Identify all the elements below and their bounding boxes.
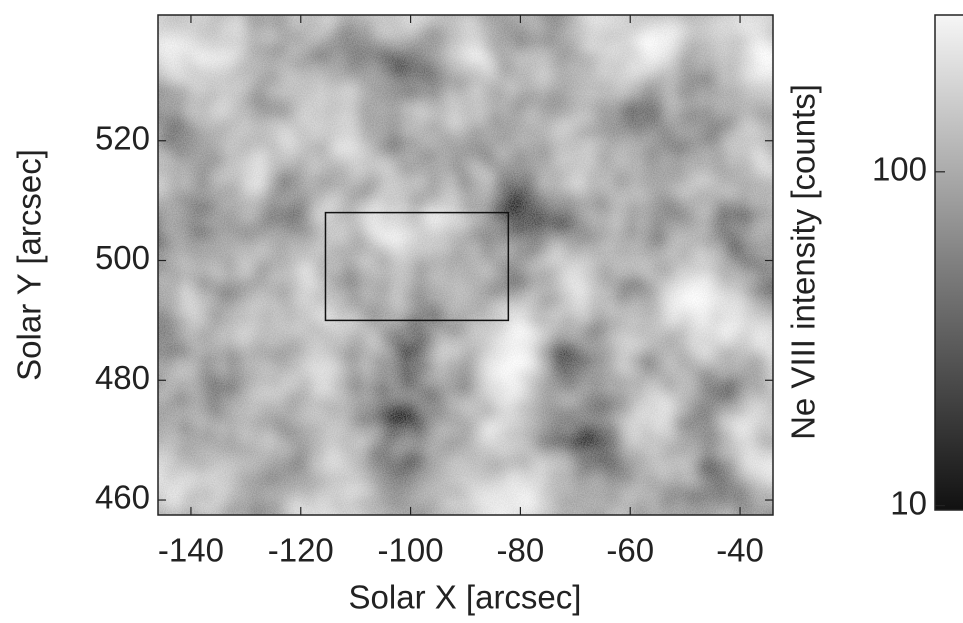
- y-axis-label: Solar Y [arcsec]: [11, 149, 48, 381]
- x-tick-label: -140: [158, 532, 224, 569]
- colorbar-label: Ne VIII intensity [counts]: [785, 84, 822, 440]
- y-tick-label: 480: [95, 359, 150, 396]
- intensity-image: [158, 15, 773, 515]
- colorbar: [934, 14, 963, 511]
- plot-frame: [157, 14, 774, 516]
- x-tick-label: -120: [268, 532, 334, 569]
- x-tick-label: -100: [378, 532, 444, 569]
- x-tick-label: -80: [497, 532, 545, 569]
- x-tick-label: -40: [716, 532, 764, 569]
- x-tick-label: -60: [606, 532, 654, 569]
- colorbar-tick-label: 10: [890, 484, 927, 521]
- colorbar-tick-label: 100: [872, 151, 927, 188]
- x-axis-label: Solar X [arcsec]: [349, 579, 582, 616]
- y-tick-label: 500: [95, 239, 150, 276]
- y-tick-label: 520: [95, 119, 150, 156]
- y-tick-label: 460: [95, 479, 150, 516]
- region-box: [324, 211, 510, 322]
